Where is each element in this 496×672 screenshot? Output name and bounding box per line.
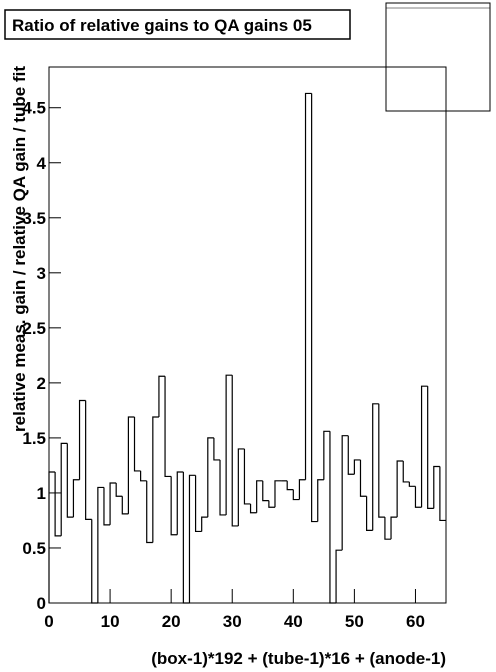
plot-frame bbox=[48, 66, 447, 604]
y-tick-label: 3 bbox=[37, 264, 46, 283]
hist-bin bbox=[121, 496, 129, 515]
hist-bin bbox=[66, 443, 74, 518]
hist-bin bbox=[85, 400, 92, 520]
hist-bin bbox=[353, 459, 361, 475]
hist-bin bbox=[262, 480, 269, 502]
hist-bin bbox=[194, 475, 202, 533]
hist-bin bbox=[298, 479, 306, 500]
hist-bin bbox=[60, 442, 68, 536]
hist-bin bbox=[439, 466, 446, 522]
hist-bin bbox=[408, 481, 416, 487]
hist-bin bbox=[103, 487, 111, 526]
y-tick-label: 3.5 bbox=[22, 209, 46, 228]
hist-bin bbox=[127, 416, 135, 514]
hist-bin bbox=[97, 486, 104, 603]
y-tick-label: 0.5 bbox=[22, 539, 46, 558]
hist-bin bbox=[72, 479, 80, 518]
hist-bin bbox=[359, 459, 367, 497]
hist-bin bbox=[231, 375, 239, 527]
hist-bin bbox=[427, 386, 434, 509]
hist-bin bbox=[237, 448, 245, 526]
hist-bin bbox=[188, 474, 196, 603]
hist-bin bbox=[304, 92, 312, 480]
hist-bin bbox=[341, 435, 349, 551]
chart-title: Ratio of relative gains to QA gains 05 bbox=[12, 16, 312, 35]
hist-bin bbox=[420, 385, 428, 508]
hist-bin bbox=[372, 403, 379, 531]
hist-bin bbox=[158, 375, 166, 417]
hist-bin bbox=[329, 431, 337, 604]
hist-bin bbox=[170, 476, 178, 536]
x-axis-label: (box-1)*192 + (tube-1)*16 + (anode-1) bbox=[151, 649, 446, 668]
hist-bin bbox=[378, 403, 385, 518]
x-tick-label: 10 bbox=[101, 612, 120, 631]
y-tick-label: 2.5 bbox=[22, 319, 46, 338]
y-tick-label: 1.5 bbox=[22, 429, 46, 448]
hist-bin bbox=[115, 483, 123, 497]
x-tick-label: 60 bbox=[406, 612, 425, 631]
title-box bbox=[4, 9, 351, 40]
hist-bin bbox=[292, 489, 300, 501]
stats-box bbox=[385, 2, 491, 112]
hist-bin bbox=[109, 482, 117, 525]
hist-bin bbox=[335, 549, 343, 603]
hist-bin bbox=[176, 471, 184, 535]
stats-frame bbox=[385, 2, 491, 112]
hist-bin bbox=[390, 516, 398, 540]
hist-bin bbox=[207, 437, 214, 518]
hist-bin bbox=[182, 472, 190, 604]
y-tick-label: 4 bbox=[37, 154, 47, 173]
x-tick-label: 50 bbox=[345, 612, 364, 631]
hist-bin bbox=[286, 480, 294, 491]
y-tick-label: 0 bbox=[37, 594, 46, 613]
hist-bin bbox=[146, 480, 153, 544]
hist-bin bbox=[396, 460, 404, 518]
x-tick-label: 20 bbox=[162, 612, 181, 631]
hist-bin bbox=[256, 480, 263, 513]
hist-bin bbox=[347, 435, 355, 475]
hist-bin bbox=[311, 93, 318, 523]
hist-bin bbox=[384, 517, 392, 540]
x-tick-label: 0 bbox=[44, 612, 53, 631]
hist-bin bbox=[274, 480, 282, 508]
hist-bin bbox=[201, 516, 208, 532]
hist-bin bbox=[91, 519, 98, 604]
x-tick-label: 30 bbox=[223, 612, 242, 631]
hist-bin bbox=[414, 486, 422, 508]
hist-bin bbox=[433, 465, 440, 509]
y-tick-label: 1 bbox=[37, 484, 46, 503]
hist-bin bbox=[323, 430, 330, 480]
y-tick-label: 2 bbox=[37, 374, 46, 393]
hist-bin bbox=[133, 416, 141, 472]
hist-bin bbox=[219, 459, 227, 516]
hist-bin bbox=[152, 416, 159, 543]
hist-bin bbox=[213, 437, 221, 461]
hist-bin bbox=[317, 479, 324, 522]
hist-bin bbox=[140, 470, 147, 482]
hist-bin bbox=[402, 461, 410, 483]
hist-bin bbox=[249, 503, 257, 514]
hist-bin bbox=[243, 448, 251, 505]
hist-bin bbox=[54, 472, 62, 537]
hist-bin bbox=[225, 374, 233, 515]
x-tick-label: 40 bbox=[284, 612, 303, 631]
hist-bin bbox=[48, 471, 56, 603]
y-axis-label: relative meas. gain / relative QA gain /… bbox=[10, 66, 29, 432]
y-tick-label: 4.5 bbox=[22, 99, 46, 118]
hist-bin bbox=[268, 500, 275, 508]
hist-bin bbox=[366, 496, 373, 531]
hist-bin bbox=[78, 399, 86, 480]
hist-bin bbox=[164, 376, 172, 478]
